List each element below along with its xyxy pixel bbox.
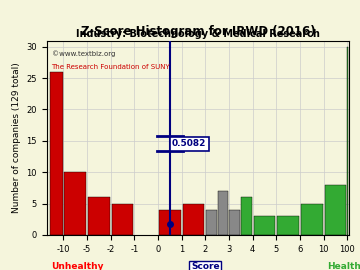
Text: ©www.textbiz.org: ©www.textbiz.org [51,50,115,57]
Text: 0.5082: 0.5082 [172,140,206,148]
Bar [277,216,299,235]
Text: Score: Score [191,262,220,270]
Bar [347,47,348,235]
Bar [229,210,240,235]
Text: Industry: Biotechnology & Medical Research: Industry: Biotechnology & Medical Resear… [76,29,320,39]
Bar [324,185,346,235]
Text: Unhealthy: Unhealthy [51,262,104,270]
Bar [112,204,134,235]
Bar [183,204,204,235]
Bar [159,210,181,235]
Bar [301,204,323,235]
Bar [64,172,86,235]
Title: Z-Score Histogram for IRWD (2016): Z-Score Histogram for IRWD (2016) [81,25,315,38]
Bar [50,72,63,235]
Bar [206,210,217,235]
Bar [217,191,229,235]
Bar [253,216,275,235]
Y-axis label: Number of companies (129 total): Number of companies (129 total) [12,62,21,213]
Bar [241,197,252,235]
Bar [88,197,110,235]
Text: Healthy: Healthy [327,262,360,270]
Text: The Research Foundation of SUNY: The Research Foundation of SUNY [51,64,170,70]
